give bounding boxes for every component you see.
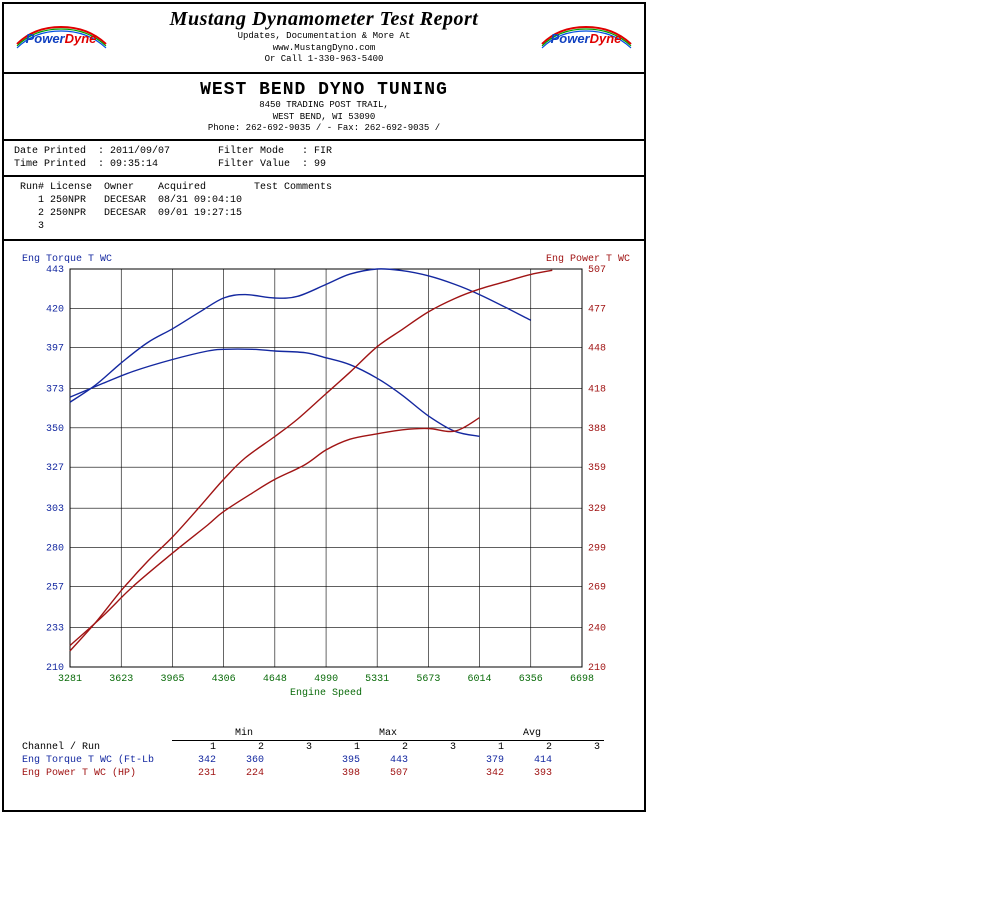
- svg-text:443: 443: [46, 265, 64, 276]
- svg-text:477: 477: [588, 304, 606, 315]
- shop-phone: Phone: 262-692-9035 / - Fax: 262-692-903…: [4, 123, 644, 135]
- shop-addr2: WEST BEND, WI 53090: [4, 112, 644, 124]
- svg-text:448: 448: [588, 344, 606, 355]
- shop-block: WEST BEND DYNO TUNING 8450 TRADING POST …: [4, 74, 644, 141]
- svg-text:PowerDyne: PowerDyne: [26, 31, 97, 46]
- header-sub1: Updates, Documentation & More At: [109, 31, 539, 43]
- svg-text:4990: 4990: [314, 674, 338, 685]
- svg-text:4648: 4648: [263, 674, 287, 685]
- stats-block: MinMaxAvgChannel / Run123123123Eng Torqu…: [4, 721, 644, 810]
- svg-text:5331: 5331: [365, 674, 389, 685]
- meta-block: Date Printed : 2011/09/07 Filter Mode : …: [4, 141, 644, 177]
- svg-text:210: 210: [46, 663, 64, 674]
- svg-text:3281: 3281: [58, 674, 82, 685]
- runs-block: Run# License Owner Acquired Test Comment…: [4, 177, 644, 241]
- header-sub2: www.MustangDyno.com: [109, 43, 539, 55]
- header-sub3: Or Call 1-330-963-5400: [109, 54, 539, 66]
- dyno-chart: Eng Torque T WC Eng Power T WC 210 210 233 24…: [12, 247, 632, 707]
- svg-text:6356: 6356: [519, 674, 543, 685]
- svg-text:388: 388: [588, 424, 606, 435]
- svg-text:Eng Power T WC: Eng Power T WC: [546, 254, 630, 265]
- svg-text:420: 420: [46, 304, 64, 315]
- svg-text:5673: 5673: [416, 674, 440, 685]
- svg-text:327: 327: [46, 463, 64, 474]
- svg-text:6014: 6014: [468, 674, 492, 685]
- chart-block: Eng Torque T WC Eng Power T WC 210 210 233 24…: [4, 241, 644, 721]
- powerdyne-logo-left: PowerDyne: [14, 23, 109, 51]
- powerdyne-logo-right: PowerDyne: [539, 23, 634, 51]
- svg-text:507: 507: [588, 265, 606, 276]
- svg-text:280: 280: [46, 544, 64, 555]
- header-titles: Mustang Dynamometer Test Report Updates,…: [109, 8, 539, 66]
- svg-text:350: 350: [46, 424, 64, 435]
- svg-text:233: 233: [46, 624, 64, 635]
- svg-text:359: 359: [588, 463, 606, 474]
- svg-text:6698: 6698: [570, 674, 594, 685]
- svg-text:303: 303: [46, 504, 64, 515]
- svg-text:210: 210: [588, 663, 606, 674]
- svg-text:PowerDyne: PowerDyne: [551, 31, 622, 46]
- svg-text:4306: 4306: [212, 674, 236, 685]
- svg-text:Eng Torque T WC: Eng Torque T WC: [22, 254, 112, 265]
- svg-text:269: 269: [588, 583, 606, 594]
- shop-name: WEST BEND DYNO TUNING: [4, 80, 644, 100]
- svg-text:Engine Speed: Engine Speed: [290, 687, 362, 699]
- report-title: Mustang Dynamometer Test Report: [109, 8, 539, 31]
- header-band: PowerDyne Mustang Dynamometer Test Repor…: [4, 4, 644, 74]
- svg-text:329: 329: [588, 504, 606, 515]
- svg-text:397: 397: [46, 344, 64, 355]
- shop-addr1: 8450 TRADING POST TRAIL,: [4, 100, 644, 112]
- svg-text:373: 373: [46, 385, 64, 396]
- svg-text:418: 418: [588, 385, 606, 396]
- svg-text:257: 257: [46, 583, 64, 594]
- svg-text:299: 299: [588, 544, 606, 555]
- svg-text:3965: 3965: [160, 674, 184, 685]
- svg-text:240: 240: [588, 624, 606, 635]
- report-page: PowerDyne Mustang Dynamometer Test Repor…: [2, 2, 646, 812]
- svg-text:3623: 3623: [109, 674, 133, 685]
